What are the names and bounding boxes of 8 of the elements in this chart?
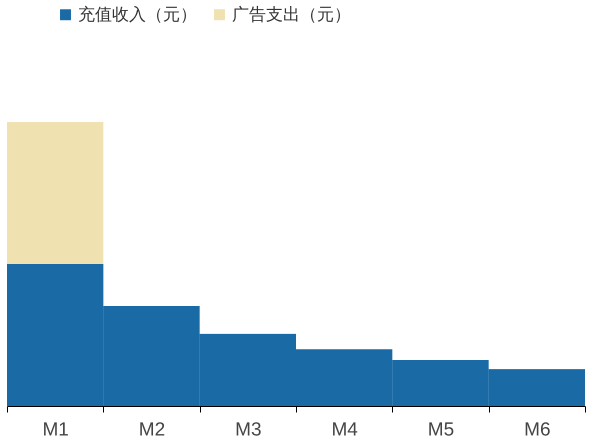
x-tick-label: M1 (42, 420, 69, 440)
x-tick-label: M4 (331, 420, 358, 440)
x-tick-label: M5 (428, 420, 454, 440)
x-tick-label: M2 (138, 420, 166, 440)
x-tick-label: M3 (235, 420, 262, 440)
legend-label: 充值收入（元） (78, 4, 197, 24)
x-tick-label: M6 (524, 420, 551, 440)
legend-label: 广告支出（元） (232, 4, 351, 24)
